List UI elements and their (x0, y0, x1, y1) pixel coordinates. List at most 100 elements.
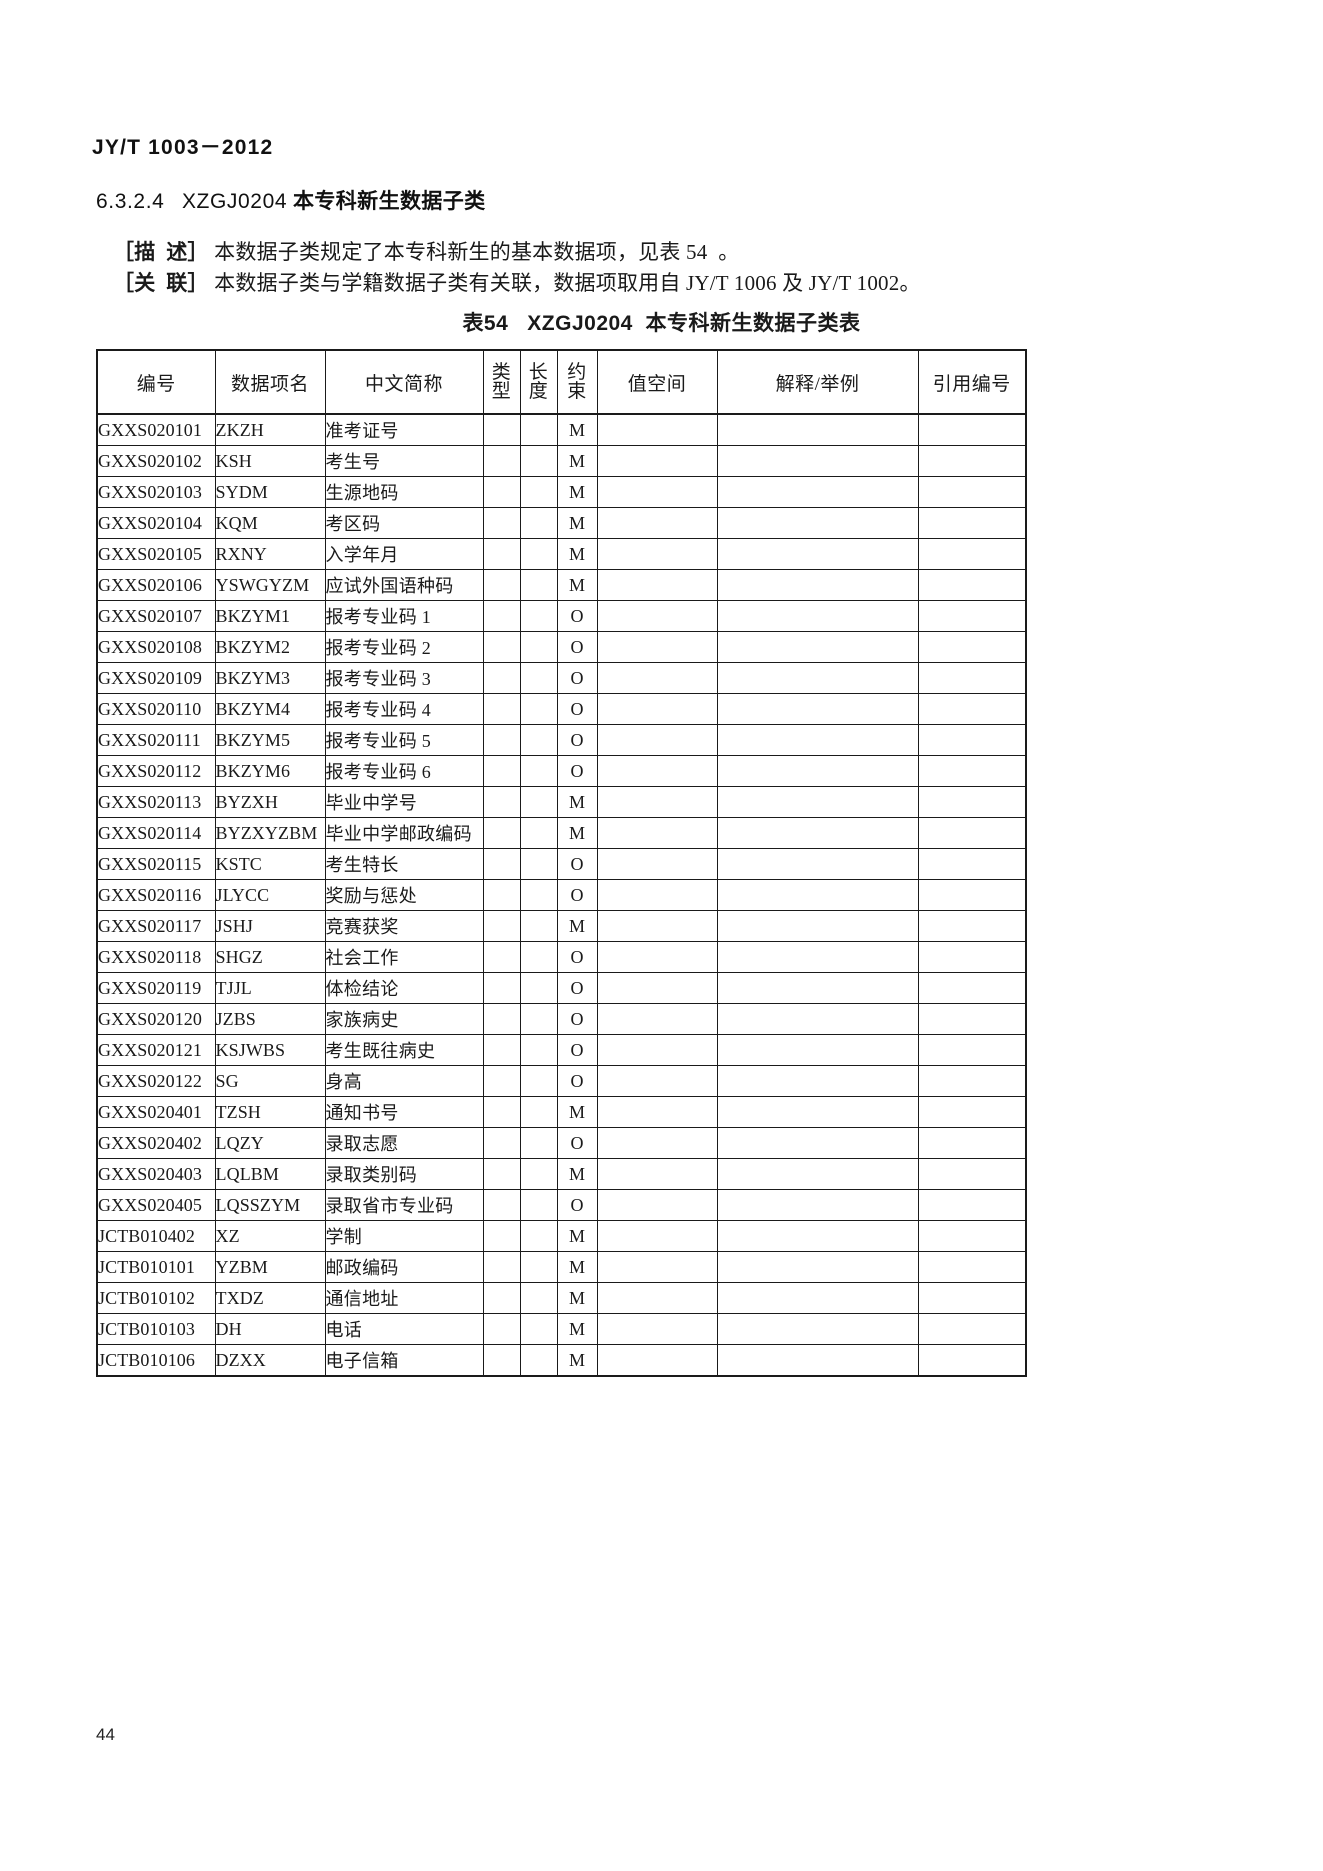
cell-value-space (596, 1065, 718, 1097)
cell-code: GXXS020106 (96, 569, 216, 601)
cell-constraint: O (556, 724, 598, 756)
cell-constraint: O (556, 1127, 598, 1159)
cell-constraint: O (556, 662, 598, 694)
cell-cn-abbr: 奖励与惩处 (324, 879, 484, 911)
cell-code: GXXS020403 (96, 1158, 216, 1190)
cell-code: GXXS020111 (96, 724, 216, 756)
cell-length (519, 1220, 558, 1252)
cell-cn-abbr: 报考专业码 6 (324, 755, 484, 787)
cell-type (482, 1127, 521, 1159)
table-row: JCTB010402 XZ 学制 M (96, 1220, 1027, 1252)
cell-constraint: M (556, 538, 598, 570)
cell-constraint: M (556, 413, 598, 446)
cell-item-name: SYDM (214, 476, 326, 508)
cell-constraint: O (556, 693, 598, 725)
cell-value-space (596, 724, 718, 756)
description-text: 本数据子类规定了本专科新生的基本数据项，见表 54 。 (214, 240, 740, 264)
cell-constraint: M (556, 817, 598, 849)
cell-item-name: DH (214, 1313, 326, 1345)
table-row: GXXS020104 KQM 考区码 M (96, 507, 1027, 539)
cell-length (519, 1096, 558, 1128)
cell-cn-abbr: 身高 (324, 1065, 484, 1097)
cell-cn-abbr: 通知书号 (324, 1096, 484, 1128)
cell-length (519, 1251, 558, 1283)
cell-item-name: BYZXYZBM (214, 817, 326, 849)
cell-code: GXXS020101 (96, 413, 216, 446)
cell-cn-abbr: 考区码 (324, 507, 484, 539)
cell-cn-abbr: 竞赛获奖 (324, 910, 484, 942)
table-row: GXXS020101 ZKZH 准考证号 M (96, 413, 1027, 446)
cell-reference (917, 413, 1027, 446)
cell-item-name: LQLBM (214, 1158, 326, 1190)
cell-value-space (596, 1282, 718, 1314)
cell-type (482, 631, 521, 663)
table-row: GXXS020119 TJJL 体检结论 O (96, 972, 1027, 1004)
cell-value-space (596, 755, 718, 787)
cell-type (482, 445, 521, 477)
table-row: GXXS020401 TZSH 通知书号 M (96, 1096, 1027, 1128)
column-header-length: 长度 (519, 349, 558, 415)
cell-reference (917, 755, 1027, 787)
table-body: GXXS020101 ZKZH 准考证号 M GXXS020102 KSH 考生号 M GXXS… (96, 413, 1027, 1377)
cell-code: GXXS020405 (96, 1189, 216, 1221)
cell-code: GXXS020402 (96, 1127, 216, 1159)
cell-length (519, 1313, 558, 1345)
cell-value-space (596, 941, 718, 973)
cell-reference (917, 445, 1027, 477)
cell-explanation (716, 1344, 919, 1377)
cell-type (482, 569, 521, 601)
cell-length (519, 413, 558, 446)
cell-type (482, 476, 521, 508)
cell-reference (917, 1003, 1027, 1035)
cell-constraint: M (556, 569, 598, 601)
cell-explanation (716, 1189, 919, 1221)
cell-value-space (596, 538, 718, 570)
cell-value-space (596, 693, 718, 725)
cell-explanation (716, 631, 919, 663)
cell-type (482, 848, 521, 880)
cell-cn-abbr: 应试外国语种码 (324, 569, 484, 601)
page-number: 44 (96, 1725, 115, 1744)
cell-reference (917, 1344, 1027, 1377)
cell-reference (917, 600, 1027, 632)
table-row: JCTB010102 TXDZ 通信地址 M (96, 1282, 1027, 1314)
cell-reference (917, 786, 1027, 818)
cell-code: GXXS020107 (96, 600, 216, 632)
cell-type (482, 1313, 521, 1345)
clause-code: XZGJ0204 (181, 190, 288, 213)
cell-reference (917, 662, 1027, 694)
cell-code: GXXS020122 (96, 1065, 216, 1097)
cell-reference (917, 476, 1027, 508)
cell-item-name: KSJWBS (214, 1034, 326, 1066)
cell-explanation (716, 941, 919, 973)
table-row: GXXS020111 BKZYM5 报考专业码 5 O (96, 724, 1027, 756)
cell-length (519, 848, 558, 880)
cell-type (482, 755, 521, 787)
cell-type (482, 1034, 521, 1066)
cell-explanation (716, 1127, 919, 1159)
cell-explanation (716, 786, 919, 818)
cell-type (482, 600, 521, 632)
cell-cn-abbr: 邮政编码 (324, 1251, 484, 1283)
cell-value-space (596, 1220, 718, 1252)
cell-cn-abbr: 家族病史 (324, 1003, 484, 1035)
cell-code: GXXS020121 (96, 1034, 216, 1066)
cell-item-name: LQZY (214, 1127, 326, 1159)
cell-code: GXXS020104 (96, 507, 216, 539)
cell-explanation (716, 693, 919, 725)
cell-value-space (596, 631, 718, 663)
cell-value-space (596, 1189, 718, 1221)
cell-cn-abbr: 电话 (324, 1313, 484, 1345)
cell-item-name: KSTC (214, 848, 326, 880)
cell-type (482, 1158, 521, 1190)
cell-length (519, 1065, 558, 1097)
table-row: JCTB010103 DH 电话 M (96, 1313, 1027, 1345)
cell-length (519, 693, 558, 725)
cell-length (519, 910, 558, 942)
cell-explanation (716, 1003, 919, 1035)
table-row: GXXS020102 KSH 考生号 M (96, 445, 1027, 477)
cell-constraint: M (556, 1344, 598, 1377)
cell-constraint: M (556, 1158, 598, 1190)
description-paragraph: ［描 述］ 本数据子类规定了本专科新生的基本数据项，见表 54 。 (113, 236, 740, 266)
cell-explanation (716, 1251, 919, 1283)
